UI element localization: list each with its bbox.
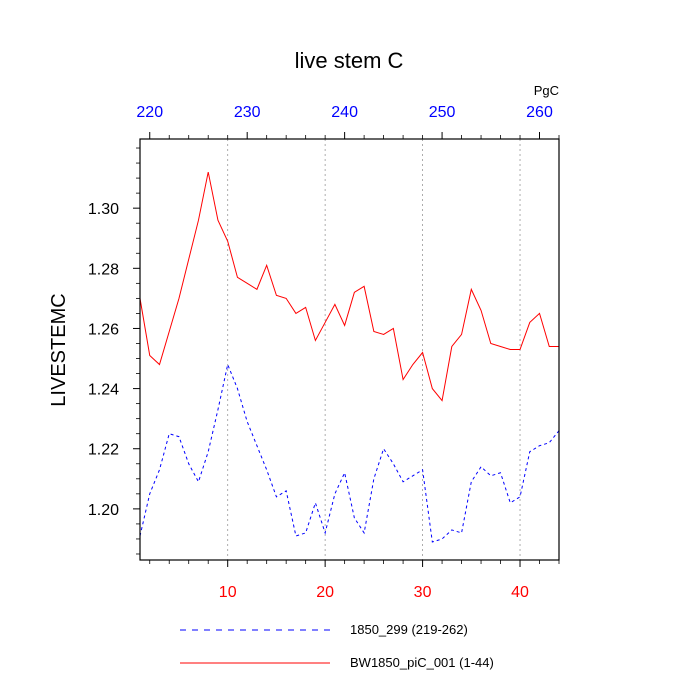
y-axis-label: LIVESTEMC — [48, 293, 70, 406]
units-label: PgC — [534, 83, 559, 98]
top-tick-label: 250 — [429, 104, 456, 121]
y-tick-label: 1.20 — [88, 502, 119, 519]
y-tick-label: 1.26 — [88, 321, 119, 338]
y-tick-label: 1.24 — [88, 382, 119, 399]
tick-layer: 1.20 1.22 1.24 1.26 1.28 1.30 10 20 30 40 220 230 24… — [88, 104, 560, 601]
legend-label-bw1850: BW1850_piC_001 (1-44) — [350, 655, 494, 670]
bottom-tick-label: 40 — [511, 584, 529, 601]
plot-frame — [139, 138, 560, 561]
bottom-tick-label: 20 — [316, 584, 334, 601]
legend-label-1850_299: 1850_299 (219-262) — [350, 622, 468, 637]
series-layer — [139, 171, 560, 543]
y-tick-label: 1.30 — [88, 201, 119, 218]
gridlines — [227, 139, 521, 560]
top-tick-label: 230 — [234, 104, 261, 121]
y-tick-label: 1.28 — [88, 261, 119, 278]
y-tick-label: 1.22 — [88, 442, 119, 459]
top-tick-label: 220 — [136, 104, 163, 121]
chart-title: live stem C — [295, 48, 404, 73]
bottom-tick-label: 30 — [414, 584, 432, 601]
top-tick-label: 260 — [526, 104, 553, 121]
bottom-tick-label: 10 — [219, 584, 237, 601]
series-line-0 — [139, 362, 560, 543]
top-tick-label: 240 — [331, 104, 358, 121]
series-line-1 — [139, 171, 559, 402]
